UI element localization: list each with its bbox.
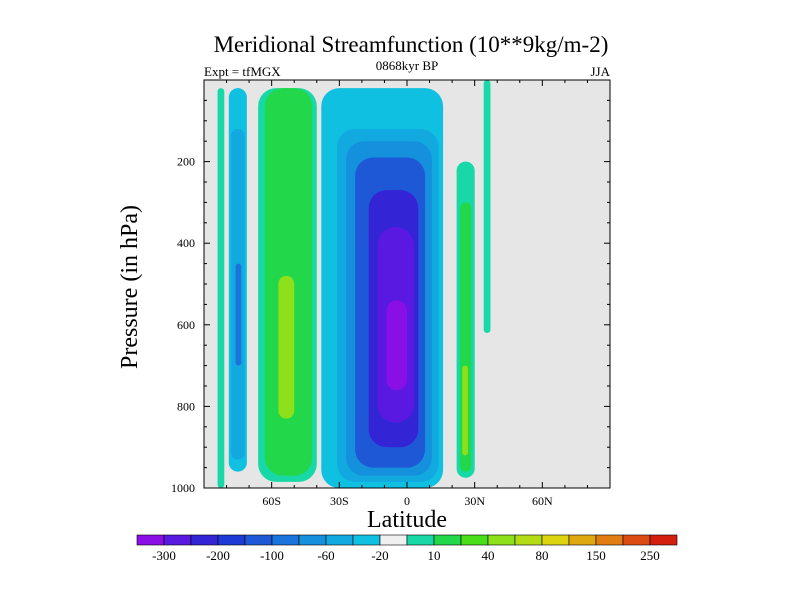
x-tick-label: 30N [464,494,485,508]
colorbar-swatch [190,534,219,546]
colorbar-swatch [298,534,327,546]
colorbar-swatch [352,534,381,546]
colorbar-label: -200 [206,548,230,563]
contour-region-18 [483,80,491,333]
y-tick-label: 800 [177,399,195,413]
y-tick-label: 200 [177,155,195,169]
colorbar-swatch [406,534,435,546]
colorbar-label: -300 [152,548,176,563]
contour-region-14 [386,300,407,391]
colorbar-label: -100 [260,548,284,563]
x-tick-label: 0 [404,494,410,508]
x-tick-label: 60S [262,494,281,508]
colorbar-label: -20 [371,548,388,563]
contour-region-1 [217,88,225,488]
y-tick-label: 1000 [171,481,195,495]
colorbar-swatch [568,534,597,546]
y-axis: 200 400 600 800 1000 [171,99,610,495]
colorbar-swatch [433,534,462,546]
colorbar-swatch [649,534,678,546]
y-tick-label: 400 [177,236,195,250]
colorbar-swatch [541,534,570,546]
colorbar-label: 250 [640,548,660,563]
colorbar-label: 150 [586,548,606,563]
colorbar-swatch [595,534,624,546]
colorbar-swatch [244,534,273,546]
x-axis-label: Latitude [367,507,447,533]
colorbar-swatch [622,534,651,546]
colorbar-swatch [271,534,300,546]
contour-layer [217,80,491,488]
colorbar-swatch [217,534,246,546]
colorbar-swatch [460,534,489,546]
x-tick-label: 30S [330,494,349,508]
x-tick-label: 60N [532,494,553,508]
contour-region-7 [278,275,295,419]
colorbar-swatch [379,534,408,546]
contour-region-4 [235,263,242,366]
colorbar-swatch [487,534,516,546]
colorbar-swatch [514,534,543,546]
chart-title: Meridional Streamfunction (10**9kg/m-2) [214,32,609,57]
colorbar-swatch [325,534,354,546]
colorbar-label: -60 [317,548,334,563]
colorbar: -300 -200 -100 -60 -20 10 40 80 150 250 [136,534,678,563]
y-tick-label: 600 [177,318,195,332]
experiment-label: Expt = tfMGX [204,64,281,79]
season-label: JJA [590,64,610,79]
x-axis: 60S 30S 0 30N 60N [226,80,588,508]
colorbar-swatch [136,534,165,546]
colorbar-label: 40 [482,548,495,563]
contour-region-17 [462,365,468,456]
y-axis-label: Pressure (in hPa) [117,205,143,369]
colorbar-label: 10 [428,548,441,563]
colorbar-label: 80 [536,548,549,563]
time-label: 0868kyr BP [376,58,438,73]
colorbar-swatch [163,534,192,546]
